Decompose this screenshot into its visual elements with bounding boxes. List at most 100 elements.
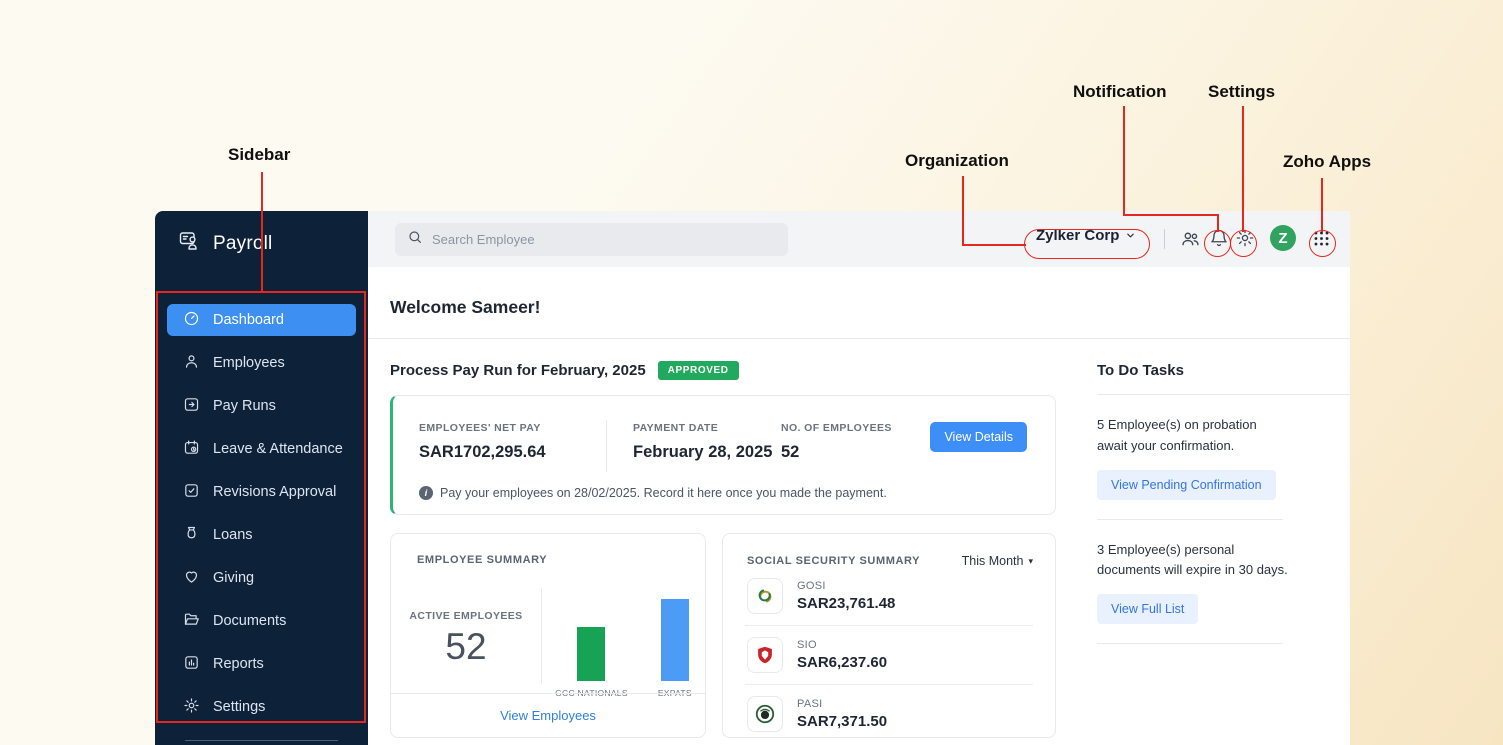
sidebar-item-label: Dashboard xyxy=(213,312,284,328)
sidebar-menu: Dashboard Employees Pay Runs Leave & Att… xyxy=(167,304,356,734)
revisions-approval-icon xyxy=(183,482,200,503)
employee-summary-title: EMPLOYEE SUMMARY xyxy=(417,554,548,566)
sidebar-item-settings[interactable]: Settings xyxy=(167,691,356,723)
organization-name: Zylker Corp xyxy=(1036,227,1120,244)
todo-task-text: 5 Employee(s) on probation await your co… xyxy=(1097,417,1257,453)
annotation-organization-label: Organization xyxy=(905,151,1009,170)
annotation-line-notification-v1 xyxy=(1123,106,1125,216)
annotation-line-sidebar xyxy=(261,172,263,291)
payrun-card: EMPLOYEES' NET PAY SAR1702,295.64 PAYMEN… xyxy=(390,395,1056,515)
social-security-title: SOCIAL SECURITY SUMMARY xyxy=(747,555,921,567)
main-content: Welcome Sameer! Process Pay Run for Febr… xyxy=(368,267,1350,745)
payrun-title: Process Pay Run for February, 2025 xyxy=(390,362,646,379)
sidebar-item-pay-runs[interactable]: Pay Runs xyxy=(167,390,356,422)
notification-bell-icon[interactable] xyxy=(1209,228,1229,253)
sidebar-item-employees[interactable]: Employees xyxy=(167,347,356,379)
annotation-sidebar-label: Sidebar xyxy=(228,145,291,164)
caret-down-icon: ▾ xyxy=(1028,555,1033,566)
todo-task-text: 3 Employee(s) personal documents will ex… xyxy=(1097,541,1288,578)
organization-selector[interactable]: Zylker Corp xyxy=(1036,227,1136,244)
sidebar-item-giving[interactable]: Giving xyxy=(167,562,356,594)
net-pay-label: EMPLOYEES' NET PAY xyxy=(419,422,541,434)
todo-divider xyxy=(1097,518,1283,520)
bar-gcc-nationals xyxy=(577,627,606,681)
payment-date-label: PAYMENT DATE xyxy=(633,422,719,434)
annotation-line-organization-h xyxy=(962,244,1026,246)
sidebar-item-revisions-approval[interactable]: Revisions Approval xyxy=(167,476,356,508)
giving-icon xyxy=(183,568,200,589)
social-name: PASI xyxy=(797,698,823,710)
employee-summary-card: EMPLOYEE SUMMARY ACTIVE EMPLOYEES 52 GCC xyxy=(390,533,706,738)
payment-date-value: February 28, 2025 xyxy=(633,443,773,461)
annotation-line-settings xyxy=(1242,106,1244,232)
sidebar-item-reports[interactable]: Reports xyxy=(167,648,356,680)
app-logo: Payroll xyxy=(155,211,368,258)
reports-icon xyxy=(183,654,200,675)
zoho-avatar[interactable]: Z xyxy=(1270,225,1296,251)
search-box[interactable] xyxy=(395,223,788,256)
search-icon xyxy=(407,229,423,250)
social-row-pasi: PASI SAR7,371.50 xyxy=(723,686,1055,742)
leave-attendance-icon xyxy=(183,439,200,460)
sidebar: Payroll Dashboard Employees Pay Runs Lea… xyxy=(155,211,368,745)
social-name: SIO xyxy=(797,639,817,651)
sidebar-item-label: Revisions Approval xyxy=(213,484,337,500)
todo-divider xyxy=(1097,643,1283,645)
employee-bar-chart: GCC NATIONALS EXPATS xyxy=(542,586,705,698)
annotation-line-notification-h xyxy=(1123,214,1219,216)
settings-icon xyxy=(183,697,200,718)
sidebar-item-dashboard[interactable]: Dashboard xyxy=(167,304,356,336)
active-employees-count: 52 xyxy=(445,626,487,667)
view-employees-link[interactable]: View Employees xyxy=(500,708,596,723)
view-full-list-button[interactable]: View Full List xyxy=(1097,594,1199,625)
page-title: Welcome Sameer! xyxy=(390,297,541,317)
payroll-logo-icon xyxy=(177,229,203,258)
period-value: This Month xyxy=(961,554,1024,568)
row-divider xyxy=(745,684,1033,685)
annotation-notification-label: Notification xyxy=(1073,82,1167,101)
sidebar-item-loans[interactable]: Loans xyxy=(167,519,356,551)
sidebar-item-label: Pay Runs xyxy=(213,398,276,414)
social-security-card: SOCIAL SECURITY SUMMARY This Month ▾ xyxy=(722,533,1056,738)
social-amount: SAR7,371.50 xyxy=(797,713,888,730)
loans-icon xyxy=(183,525,200,546)
sidebar-item-label: Giving xyxy=(213,570,255,586)
section-divider xyxy=(368,338,1350,339)
sidebar-item-documents[interactable]: Documents xyxy=(167,605,356,637)
zoho-apps-grid-icon[interactable] xyxy=(1312,229,1331,253)
settings-gear-icon[interactable] xyxy=(1235,228,1255,253)
payrun-note: Pay your employees on 28/02/2025. Record… xyxy=(440,486,887,500)
net-pay-value: SAR1702,295.64 xyxy=(419,443,546,461)
dashboard-icon xyxy=(183,310,200,331)
social-row-sio: SIO SAR6,237.60 xyxy=(723,627,1055,683)
annotation-zoho-apps-label: Zoho Apps xyxy=(1283,152,1372,171)
sidebar-item-label: Reports xyxy=(213,656,264,672)
sidebar-item-label: Documents xyxy=(213,613,287,629)
header-divider xyxy=(1164,229,1165,249)
active-employees-label: ACTIVE EMPLOYEES xyxy=(409,610,523,622)
annotation-settings-label: Settings xyxy=(1208,82,1276,101)
pasi-logo-icon xyxy=(747,696,783,732)
people-icon[interactable] xyxy=(1180,228,1201,254)
view-details-button[interactable]: View Details xyxy=(930,422,1027,452)
card-vertical-divider xyxy=(606,420,607,472)
annotation-line-organization-v xyxy=(962,176,964,246)
employees-count-label: NO. OF EMPLOYEES xyxy=(781,422,892,434)
period-dropdown[interactable]: This Month ▾ xyxy=(962,554,1033,568)
search-input[interactable] xyxy=(432,232,762,247)
top-header-bar: Zylker Corp Z xyxy=(368,211,1350,267)
card-vertical-divider xyxy=(541,588,542,684)
annotation-line-notification-v2 xyxy=(1217,214,1219,232)
app-name: Payroll xyxy=(213,232,273,254)
todo-divider xyxy=(1097,394,1350,395)
social-row-gosi: GOSI SAR23,761.48 xyxy=(723,568,1055,624)
documents-icon xyxy=(183,611,200,632)
sio-logo-icon xyxy=(747,637,783,673)
view-pending-confirmation-button[interactable]: View Pending Confirmation xyxy=(1097,469,1276,500)
row-divider xyxy=(745,625,1033,626)
pay-runs-icon xyxy=(183,396,200,417)
sidebar-item-leave-attendance[interactable]: Leave & Attendance xyxy=(167,433,356,465)
sidebar-item-label: Employees xyxy=(213,355,285,371)
social-amount: SAR6,237.60 xyxy=(797,654,888,671)
annotation-line-zoho-apps xyxy=(1321,178,1323,232)
